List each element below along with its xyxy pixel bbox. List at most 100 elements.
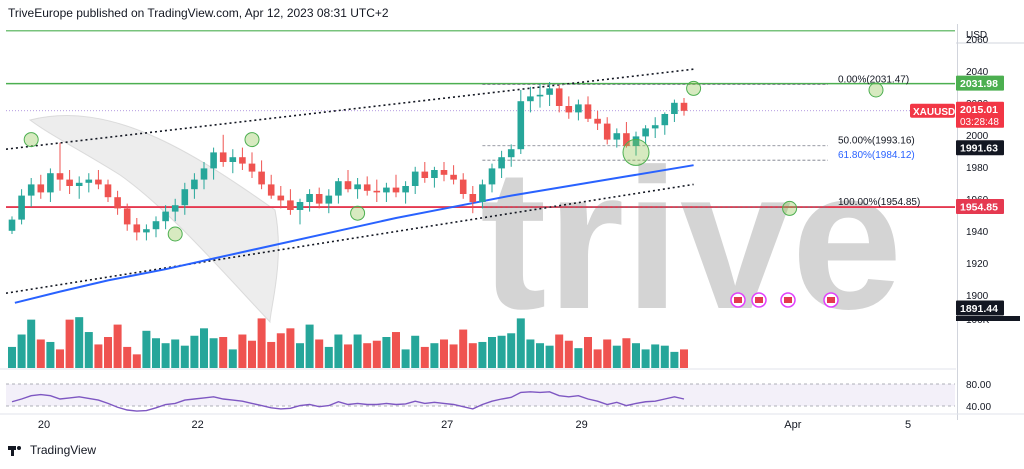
volume-bar bbox=[180, 345, 189, 368]
volume-bar bbox=[56, 349, 64, 368]
tradingview-logo-icon bbox=[8, 444, 24, 456]
volume-bar bbox=[36, 339, 45, 368]
rsi-level-label: 40.00 bbox=[966, 402, 991, 413]
candle-body bbox=[114, 197, 121, 209]
touch-point-marker bbox=[622, 138, 650, 166]
candle-body bbox=[37, 184, 45, 193]
last-price-value: 2015.01 bbox=[960, 104, 998, 116]
candle-body bbox=[143, 229, 150, 233]
candle-body bbox=[248, 163, 256, 172]
volume-bar bbox=[488, 337, 496, 368]
candle-body bbox=[47, 173, 54, 193]
volume-bar bbox=[65, 319, 74, 368]
trive-watermark: trive bbox=[480, 128, 902, 351]
candle-body bbox=[546, 88, 553, 95]
volume-bar bbox=[603, 339, 612, 368]
volume-bar bbox=[526, 339, 535, 368]
volume-bar bbox=[363, 343, 372, 368]
fib-label: 50.00%(1993.16) bbox=[838, 136, 915, 147]
rsi-line bbox=[11, 391, 685, 412]
price-label-value: 1954.85 bbox=[960, 202, 998, 214]
candle-body bbox=[56, 173, 64, 180]
volume-bar bbox=[497, 335, 506, 368]
tradingview-brand: TradingView bbox=[30, 443, 97, 457]
candle-body bbox=[507, 149, 515, 158]
symbol-badge-label: XAUUSD bbox=[913, 107, 955, 118]
touch-point-marker bbox=[868, 82, 884, 98]
volume-bar bbox=[430, 343, 439, 368]
price-label-value: 1991.63 bbox=[960, 143, 998, 155]
candle-body bbox=[181, 189, 189, 206]
event-flag-icon bbox=[784, 297, 792, 303]
price-label-badge bbox=[956, 75, 1004, 91]
y-tick-label: 2060 bbox=[966, 35, 989, 46]
candle-body bbox=[66, 179, 73, 186]
volume-bar bbox=[632, 343, 640, 368]
volume-bar bbox=[555, 334, 564, 368]
candle-body bbox=[488, 168, 496, 185]
volume-bar bbox=[536, 343, 544, 368]
candle-body bbox=[123, 208, 131, 225]
volume-bar bbox=[507, 333, 516, 368]
candle-body bbox=[469, 194, 477, 202]
volume-bar bbox=[574, 348, 583, 368]
candle-body bbox=[95, 179, 102, 185]
candle-body bbox=[680, 102, 688, 111]
candle-body bbox=[75, 182, 83, 186]
candle-body bbox=[85, 179, 93, 183]
price-label-value: 2031.98 bbox=[960, 78, 998, 90]
event-flag-icon bbox=[734, 297, 742, 303]
candle-body bbox=[267, 184, 275, 196]
tradingview-footer[interactable]: TradingView bbox=[8, 443, 96, 457]
candle-body bbox=[671, 102, 678, 114]
fib-label: 61.80%(1984.12) bbox=[838, 150, 915, 161]
volume-bar bbox=[612, 345, 621, 368]
candle-body bbox=[325, 195, 333, 204]
volume-scale-label: 100K bbox=[966, 315, 990, 326]
candle-body bbox=[479, 184, 486, 202]
y-tick-label: 1920 bbox=[966, 259, 989, 270]
volume-bar bbox=[104, 337, 112, 368]
volume-bar bbox=[17, 334, 26, 368]
candle-body bbox=[411, 171, 419, 186]
volume-bar bbox=[641, 349, 650, 368]
x-tick-label: Apr bbox=[784, 419, 801, 431]
candle-body bbox=[306, 194, 313, 202]
axis-border bbox=[957, 24, 958, 420]
volume-bar bbox=[257, 318, 266, 368]
volume-bar bbox=[248, 340, 256, 368]
volume-bar bbox=[353, 334, 362, 368]
event-flag-icon bbox=[827, 297, 835, 303]
volume-bar bbox=[459, 329, 468, 368]
candle-body bbox=[344, 181, 352, 190]
candle-body bbox=[335, 181, 342, 196]
moving-average bbox=[14, 164, 694, 304]
volume-bar bbox=[200, 328, 208, 368]
volume-bar bbox=[392, 332, 400, 368]
candle-body bbox=[277, 195, 285, 201]
volume-bar bbox=[420, 346, 429, 368]
candle-body bbox=[8, 219, 16, 231]
symbol-badge bbox=[910, 103, 955, 118]
price-label-badge bbox=[956, 140, 1004, 156]
volume-bar bbox=[670, 351, 679, 368]
x-tick-label: 20 bbox=[38, 419, 50, 431]
volume-bar bbox=[238, 334, 247, 368]
candle-body bbox=[661, 114, 669, 126]
rsi-level-label: 80.00 bbox=[966, 380, 991, 391]
volume-bar bbox=[84, 332, 93, 368]
candle-body bbox=[603, 123, 611, 140]
candle-body bbox=[402, 186, 409, 193]
candle-body bbox=[354, 184, 361, 190]
x-tick-label: 29 bbox=[575, 419, 587, 431]
price-label-value: 1891.44 bbox=[960, 303, 998, 315]
publish-info: TriveEurope published on TradingView.com… bbox=[8, 6, 389, 20]
volume-bar bbox=[382, 337, 391, 368]
volume-bar bbox=[593, 349, 602, 368]
candle-body bbox=[517, 101, 525, 150]
y-tick-label: 1940 bbox=[966, 227, 989, 238]
candle-body bbox=[383, 187, 390, 193]
candle-body bbox=[440, 170, 448, 175]
candle-body bbox=[651, 125, 659, 129]
